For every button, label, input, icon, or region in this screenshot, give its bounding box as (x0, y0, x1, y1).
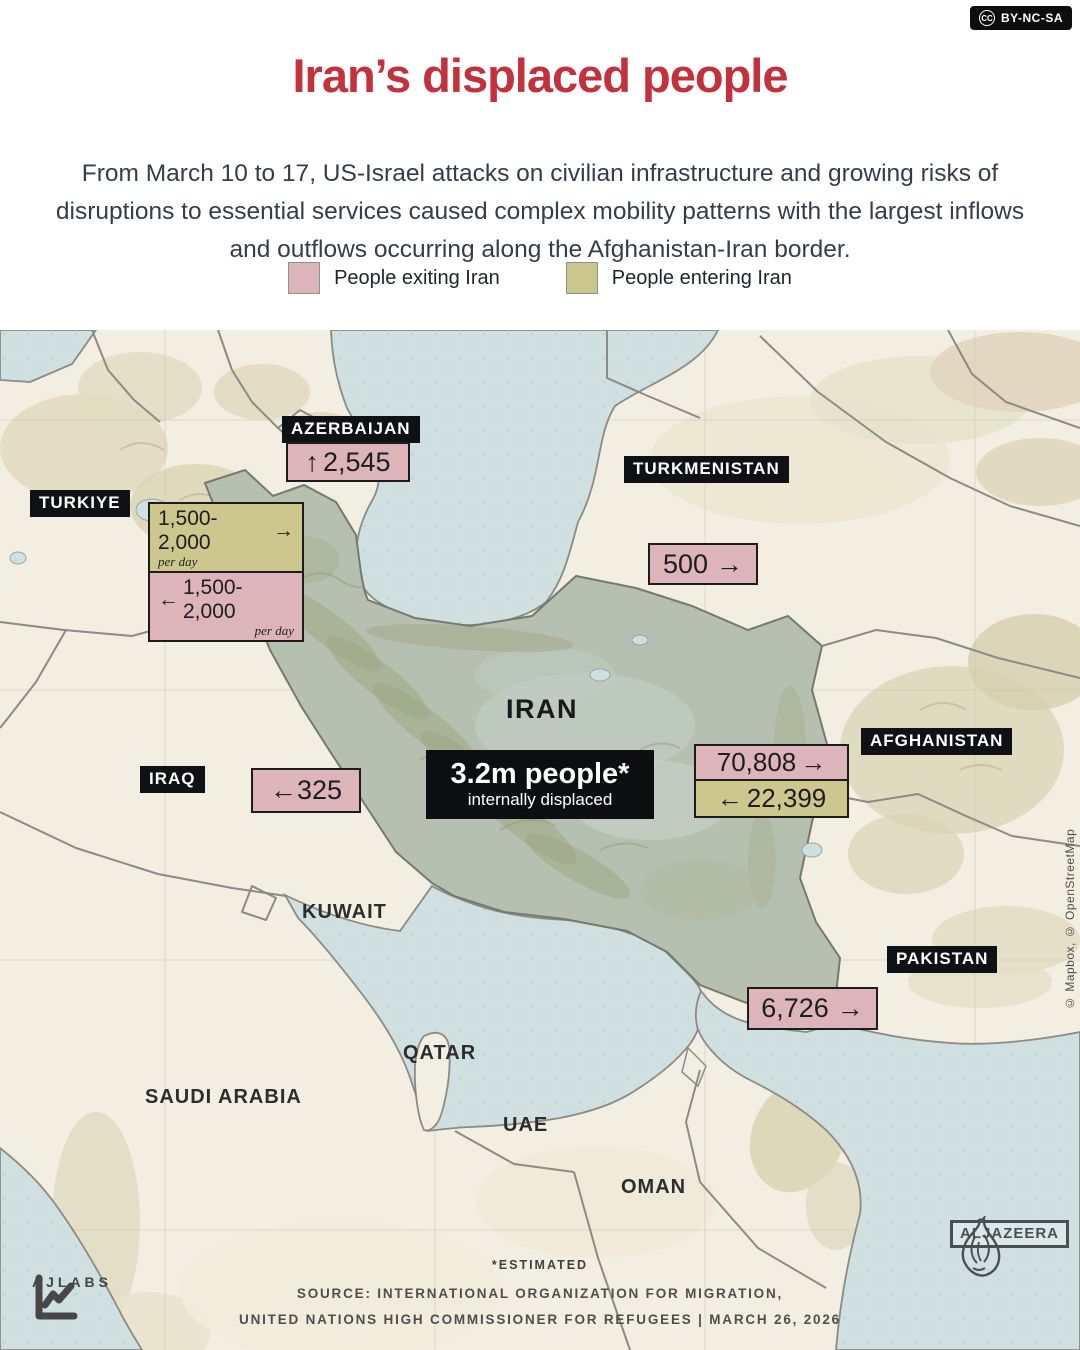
right-arrow-icon: → (800, 747, 827, 777)
source-line-2: UNITED NATIONS HIGH COMMISSIONER FOR REF… (239, 1312, 841, 1327)
arabian-sea (694, 989, 1080, 1350)
ajlabs-logo: AJLABS (32, 1274, 113, 1320)
country-label-oman: OMAN (621, 1176, 687, 1198)
iran-terrain (260, 536, 806, 920)
up-arrow-icon: ↑ (305, 446, 319, 477)
flow-badge-iraq-exit: ← 325 (251, 768, 361, 813)
entering-swatch (565, 262, 598, 294)
aljazeera-flame-icon (961, 1216, 1001, 1277)
exiting-swatch (288, 262, 321, 294)
country-label-kuwait: KUWAIT (302, 901, 387, 923)
idp-callout: 3.2m people* internally displaced (426, 750, 654, 819)
map-background (0, 330, 1080, 1350)
aljazeera-logo: ALJAZEERA (950, 1216, 1070, 1277)
left-arrow-icon: ← (269, 775, 297, 805)
map: TURKIYE AZERBAIJAN TURKMENISTAN IRAQ AFG… (0, 330, 1080, 1350)
flow-badge-group-turkiye: 1,500-2,000 → per day ← 1,500-2,000 per da… (148, 502, 304, 642)
left-arrow-icon: ← (158, 588, 179, 611)
aljazeera-label: ALJAZEERA (950, 1220, 1070, 1248)
map-attribution: © Mapbox, © OpenStreetMap (1063, 828, 1077, 1010)
qatar-peninsula (413, 1031, 451, 1132)
country-label-turkmenistan: TURKMENISTAN (624, 456, 789, 483)
country-label-uae: UAE (503, 1114, 549, 1136)
source-line-1: SOURCE: INTERNATIONAL ORGANIZATION FOR M… (296, 1286, 784, 1301)
country-label-turkiye: TURKIYE (30, 490, 130, 517)
right-arrow-icon: → (836, 993, 864, 1023)
right-arrow-icon: → (716, 548, 744, 579)
flow-badge-afghanistan-exit: 70,808 → (694, 744, 849, 781)
country-label-azerbaijan: AZERBAIJAN (282, 416, 420, 443)
left-arrow-icon: ← (716, 783, 743, 813)
flow-badge-turkiye-enter: 1,500-2,000 → per day (148, 502, 304, 573)
country-label-qatar: QATAR (403, 1042, 477, 1064)
per-day-unit: per day (158, 554, 198, 569)
country-label-saudi-arabia: SAUDI ARABIA (145, 1086, 302, 1108)
per-day-unit: per day (254, 623, 294, 638)
legend-item-exiting: People exiting Iran (288, 262, 500, 294)
entering-label: People entering Iran (611, 266, 792, 289)
seas (0, 330, 1080, 1350)
right-arrow-icon: → (273, 519, 294, 542)
ajlabs-label: AJLABS (32, 1274, 113, 1290)
country-label-pakistan: PAKISTAN (887, 946, 998, 973)
flow-badge-pakistan-exit: 6,726 → (747, 987, 878, 1030)
flow-badge-turkiye-exit: ← 1,500-2,000 per day (148, 571, 304, 642)
page-subtitle: From March 10 to 17, US-Israel attacks o… (55, 159, 1025, 263)
estimated-note: *ESTIMATED (491, 1258, 589, 1272)
country-label-afghanistan: AFGHANISTAN (861, 728, 1013, 755)
flow-badge-azerbaijan-exit: ↑ 2,545 (286, 442, 410, 482)
black-sea (0, 330, 98, 383)
country-label-iraq: IRAQ (140, 766, 205, 793)
flow-badge-afghanistan-enter: ← 22,399 (694, 779, 849, 818)
musandam-peninsula (681, 1046, 707, 1088)
cc-license-badge: CC BY-NC-SA (969, 6, 1072, 30)
legend-item-entering: People entering Iran (565, 262, 792, 294)
legend: People exiting Iran People entering Iran (0, 262, 1080, 294)
exiting-label: People exiting Iran (334, 266, 500, 289)
ajlabs-chart-icon (35, 1274, 78, 1320)
cc-icon: CC (978, 10, 995, 26)
source-note: *ESTIMATED SOURCE: INTERNATIONAL ORGANIZ… (0, 1258, 1080, 1333)
cc-license-label: BY-NC-SA (1000, 11, 1063, 25)
flow-badge-turkmenistan-exit: 500 → (648, 543, 758, 585)
idp-value: 3.2m people* (450, 758, 630, 790)
page-title: Iran’s displaced people (292, 49, 788, 102)
idp-caption: internally displaced (467, 790, 613, 809)
country-label-iran: IRAN (506, 694, 578, 724)
